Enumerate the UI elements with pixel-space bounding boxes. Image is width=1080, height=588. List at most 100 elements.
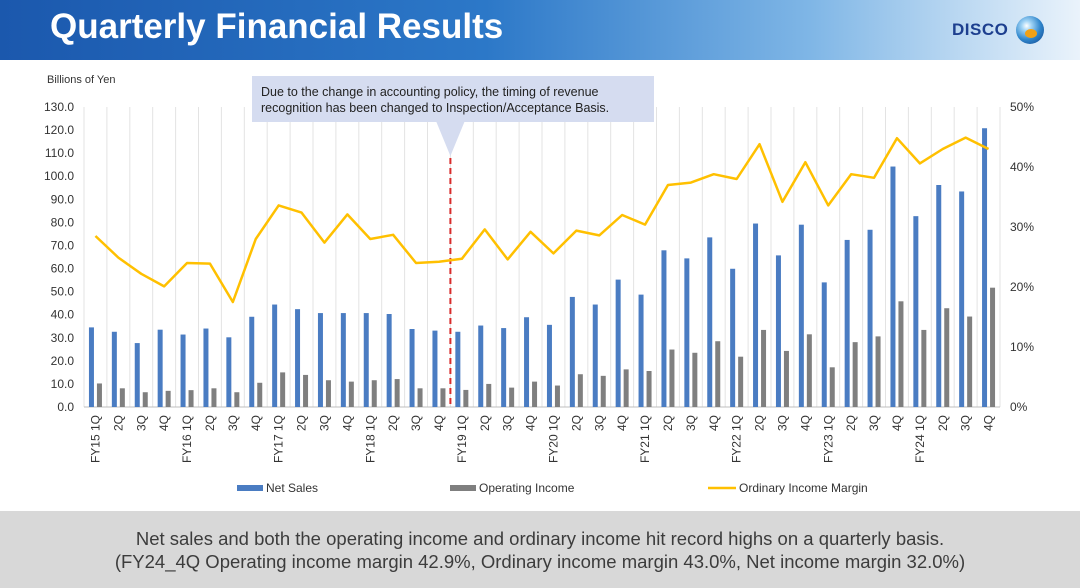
operating-income-bar (532, 381, 538, 407)
x-tick-label: 2Q (569, 415, 583, 431)
x-tick-label: 2Q (753, 415, 767, 431)
operating-income-bar (188, 390, 194, 407)
net-sales-bar (203, 328, 209, 407)
summary-line-1: Net sales and both the operating income … (135, 528, 945, 549)
y-axis-unit-label: Billions of Yen (47, 74, 116, 86)
operating-income-bar (738, 356, 744, 407)
operating-income-bar (96, 383, 102, 407)
left-axis-tick-label: 130.0 (44, 100, 74, 114)
net-sales-bar (88, 327, 94, 407)
x-tick-label: FY20 1Q (546, 415, 560, 463)
net-sales-bar (982, 128, 988, 407)
x-tick-label: 3Q (317, 415, 331, 431)
operating-income-bar (554, 385, 560, 407)
net-sales-bar (317, 313, 323, 407)
x-tick-label: 2Q (936, 415, 950, 431)
legend-label-margin: Ordinary Income Margin (739, 481, 868, 495)
operating-income-bar (211, 388, 217, 407)
x-tick-label: FY15 1Q (88, 415, 102, 463)
x-tick-label: FY23 1Q (821, 415, 835, 463)
net-sales-bar (959, 191, 965, 407)
operating-income-bar (165, 390, 171, 407)
left-axis-tick-label: 90.0 (51, 192, 75, 206)
operating-income-bar (921, 329, 927, 407)
margin-line-series (94, 136, 990, 304)
x-tick-label: FY24 1Q (913, 415, 927, 463)
x-tick-label: 4Q (524, 415, 538, 431)
left-axis-tick-label: 110.0 (45, 146, 74, 160)
net-sales-bar (753, 223, 759, 407)
x-tick-label: 2Q (203, 415, 217, 431)
x-tick-label: FY18 1Q (363, 415, 377, 463)
net-sales-bar (638, 294, 644, 407)
x-tick-label: 4Q (432, 415, 446, 431)
net-sales-bar (134, 343, 140, 407)
x-tick-label: 3Q (592, 415, 606, 431)
net-sales-bar (455, 331, 461, 407)
right-axis-tick-label: 50% (1010, 100, 1034, 114)
operating-income-bar (898, 301, 904, 407)
net-sales-bar (798, 224, 804, 407)
annotation-group: Due to the change in accounting policy, … (252, 76, 654, 407)
net-sales-bar (501, 328, 507, 407)
x-tick-label: 4Q (707, 415, 721, 431)
operating-income-bar (394, 379, 400, 407)
x-tick-label: 2Q (661, 415, 675, 431)
brand-name: DISCO (952, 20, 1009, 39)
net-sales-bar (913, 216, 919, 407)
summary-footer: Net sales and both the operating income … (0, 511, 1080, 588)
left-axis-tick-label: 50.0 (51, 285, 75, 299)
net-sales-bar (569, 296, 575, 407)
operating-income-bar (829, 367, 835, 407)
net-sales-bar (867, 229, 873, 407)
net-sales-bar (615, 279, 621, 407)
gridlines (83, 107, 1001, 408)
x-tick-label: 3Q (501, 415, 515, 431)
net-sales-bar (936, 185, 942, 407)
right-axis-tick-label: 30% (1010, 220, 1034, 234)
x-tick-label: 3Q (775, 415, 789, 431)
x-tick-label: 3Q (134, 415, 148, 431)
net-sales-bar (111, 331, 117, 407)
x-tick-label: 3Q (959, 415, 973, 431)
left-axis-ticks: 0.0 10.0 20.0 30.0 40.0 50.0 60.0 70.0 80.0 90.0 1… (44, 100, 74, 414)
brand-logo: DISCO (952, 12, 1045, 48)
financial-chart: Billions of Yen 0.0 10.0 20.0 30.0 40.0 50.0 6… (44, 74, 1034, 495)
x-tick-label: 3Q (409, 415, 423, 431)
x-tick-label: 4Q (982, 415, 996, 431)
right-axis-tick-label: 10% (1010, 340, 1034, 354)
x-tick-label: 4Q (340, 415, 354, 431)
x-tick-label: 3Q (867, 415, 881, 431)
operating-income-bar (303, 374, 309, 407)
operating-income-bar (348, 381, 354, 407)
x-tick-label: 4Q (798, 415, 812, 431)
x-tick-label: 2Q (478, 415, 492, 431)
x-tick-label: 3Q (684, 415, 698, 431)
net-sales-bar (272, 304, 278, 407)
callout-line-1: Due to the change in accounting policy, … (261, 85, 599, 99)
operating-income-bar (761, 329, 767, 407)
left-axis-tick-label: 120.0 (44, 123, 74, 137)
right-axis-tick-label: 20% (1010, 280, 1034, 294)
left-axis-tick-label: 100.0 (44, 169, 74, 183)
x-tick-label: FY17 1Q (272, 415, 286, 463)
left-axis-tick-label: 70.0 (51, 238, 75, 252)
operating-income-bar (875, 336, 881, 407)
x-tick-label: 4Q (615, 415, 629, 431)
legend-label-net-sales: Net Sales (266, 481, 318, 495)
left-axis-tick-label: 30.0 (51, 331, 75, 345)
left-axis-tick-label: 60.0 (51, 262, 75, 276)
operating-income-bar (119, 388, 125, 407)
net-sales-bar (432, 330, 438, 407)
net-sales-bar (295, 309, 301, 407)
net-sales-bar (546, 324, 552, 407)
net-sales-bar (386, 314, 392, 407)
operating-income-bar (463, 389, 469, 407)
net-sales-bar (157, 329, 163, 407)
x-tick-label: 2Q (844, 415, 858, 431)
net-sales-bar (340, 313, 346, 407)
operating-income-bar (142, 392, 148, 407)
operating-income-bar (417, 388, 423, 407)
right-axis-tick-label: 0% (1010, 400, 1028, 414)
operating-income-bar (944, 308, 950, 407)
